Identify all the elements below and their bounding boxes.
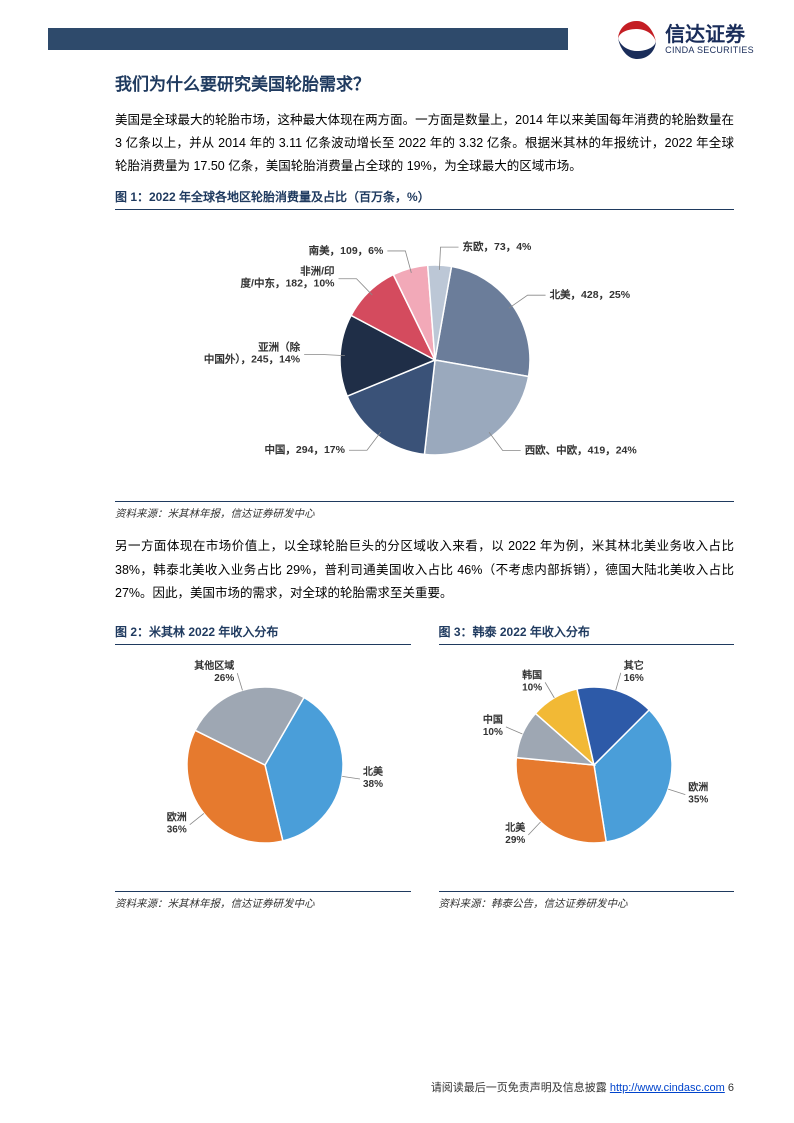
paragraph-1: 美国是全球最大的轮胎市场，这种最大体现在两方面。一方面是数量上，2014 年以来… xyxy=(115,109,734,178)
pie-label: 10% xyxy=(482,727,502,738)
brand-name-en: CINDA SECURITIES xyxy=(665,46,754,55)
pie-label: 16% xyxy=(623,673,643,684)
pie-label: 欧洲 xyxy=(167,810,187,823)
fig2-chart: 北美38% 欧洲36% 其他区域26% xyxy=(115,645,411,885)
pie-label: 36% xyxy=(167,824,187,835)
fig3-chart: 欧洲35%北美29%中国10%韩国10%其它16% xyxy=(439,645,735,885)
pie-slice xyxy=(424,360,528,455)
pie-label: 35% xyxy=(688,794,708,805)
pie-label: 北美 xyxy=(505,821,526,834)
fig1-source: 资料来源：米其林年报，信达证券研发中心 xyxy=(115,501,734,521)
page-title: 我们为什么要研究美国轮胎需求？ xyxy=(115,70,734,95)
brand-logo: 信达证券 CINDA SECURITIES xyxy=(615,18,754,62)
fig3-source: 资料来源：韩泰公告，信达证券研发中心 xyxy=(439,891,735,911)
header-bar xyxy=(48,28,568,50)
pie-label: 中国，294，17% xyxy=(264,444,345,457)
pie-label: 29% xyxy=(505,835,525,846)
page-content: 我们为什么要研究美国轮胎需求？ 美国是全球最大的轮胎市场，这种最大体现在两方面。… xyxy=(115,70,734,911)
pie-label: 非洲/印度/中东，182，10% xyxy=(241,265,336,290)
pie-label: 亚洲（除中国外），245，14% xyxy=(204,341,301,366)
pie-label: 其它 xyxy=(623,659,643,672)
pie-slice xyxy=(516,757,606,842)
footer-link[interactable]: http://www.cindasc.com xyxy=(610,1082,725,1094)
fig2-title: 图 2：米其林 2022 年收入分布 xyxy=(115,623,411,645)
pie-label: 东欧，73，4% xyxy=(463,241,533,254)
pie-label: 26% xyxy=(214,673,234,684)
pie-label: 10% xyxy=(522,682,542,693)
footer-text: 请阅读最后一页免责声明及信息披露 xyxy=(431,1082,610,1094)
paragraph-2: 另一方面体现在市场价值上，以全球轮胎巨头的分区域收入来看，以 2022 年为例，… xyxy=(115,535,734,604)
pie-label: 西欧、中欧，419，24% xyxy=(525,444,638,457)
fig2-source: 资料来源：米其林年报，信达证券研发中心 xyxy=(115,891,411,911)
pie-label: 38% xyxy=(363,779,383,790)
pie-label: 欧洲 xyxy=(688,780,708,793)
fig1-title: 图 1：2022 年全球各地区轮胎消费量及占比（百万条，%） xyxy=(115,188,734,210)
page-footer: 请阅读最后一页免责声明及信息披露 http://www.cindasc.com … xyxy=(431,1079,734,1095)
pie-label: 南美，109，6% xyxy=(309,244,384,257)
pie-label: 其他区域 xyxy=(194,659,234,672)
pie-label: 韩国 xyxy=(522,668,542,681)
brand-swirl-icon xyxy=(615,18,659,62)
fig1-chart: 北美，428，25% 西欧、中欧，419，24% 中国，294，17% 亚洲（除中国外… xyxy=(115,210,734,495)
pie-label: 中国 xyxy=(482,713,502,726)
pie-label: 北美，428，25% xyxy=(550,289,631,302)
pie-label: 北美 xyxy=(363,765,384,778)
footer-page: 6 xyxy=(728,1082,734,1094)
fig3-title: 图 3：韩泰 2022 年收入分布 xyxy=(439,623,735,645)
brand-name-cn: 信达证券 xyxy=(665,25,754,46)
